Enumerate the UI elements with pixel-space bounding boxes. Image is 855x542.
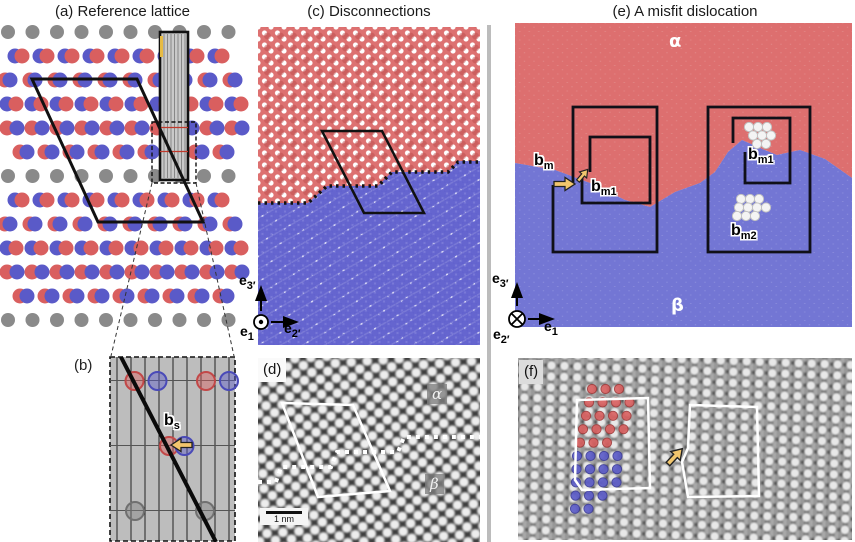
panel-e-beta-label: β	[671, 295, 684, 316]
bm1-right-label: bm1	[748, 146, 774, 167]
panel-d-label: (d)	[258, 358, 287, 382]
e1-axis-label: e1	[544, 318, 558, 338]
scale-bar: 1 nm	[260, 508, 308, 525]
e3-axis-label: e3′	[239, 272, 256, 292]
bs-burgers-arrow	[169, 437, 193, 453]
panel-e-alpha-label: α	[669, 31, 682, 52]
scale-bar-line	[266, 511, 302, 514]
panel-a-atom-rows	[0, 25, 250, 327]
atom-blue	[219, 371, 239, 391]
atom-gray	[125, 501, 145, 521]
e2-axis-label: e2′	[284, 320, 301, 340]
atom-blue	[174, 436, 195, 456]
vertical-divider	[487, 25, 491, 542]
panel-b-inset	[109, 356, 239, 542]
zoom-connector-left	[110, 182, 153, 357]
panel-a-title: (a) Reference lattice	[54, 3, 191, 20]
panel-d-alpha-label: α	[427, 384, 448, 404]
bm1-left-label: bm1	[591, 178, 617, 199]
bm-label: bm	[534, 152, 554, 173]
panel-a-unit-cell-parallelogram	[29, 77, 206, 224]
panel-d-beta-label: β	[425, 474, 444, 494]
panel-f-hrtem-image	[518, 358, 852, 540]
panel-a-slab	[158, 30, 190, 182]
atom-red	[196, 371, 216, 391]
zoom-connector-right	[195, 182, 235, 357]
unit-cell-edge-magnified	[119, 356, 218, 542]
bs-label: bs	[164, 412, 180, 433]
e2-axis-label: e2′	[493, 326, 510, 346]
atom-gray	[195, 501, 215, 521]
panel-e-title: (e) A misfit dislocation	[612, 3, 758, 20]
scale-bar-text: 1 nm	[273, 513, 294, 524]
panel-b-label: (b)	[74, 357, 93, 374]
e3-axis-label: e3′	[492, 270, 509, 290]
e1-axis-label: e1	[240, 323, 254, 343]
panel-c-title: (c) Disconnections	[307, 3, 431, 20]
atom-blue	[147, 371, 168, 391]
atom-red	[124, 371, 145, 391]
panel-f-label: (f)	[519, 360, 544, 384]
panel-a-zoom-box	[151, 121, 197, 184]
atom-red	[159, 436, 179, 456]
panel-f-atomic-contrast	[518, 358, 852, 540]
bm2-label: bm2	[731, 222, 757, 243]
